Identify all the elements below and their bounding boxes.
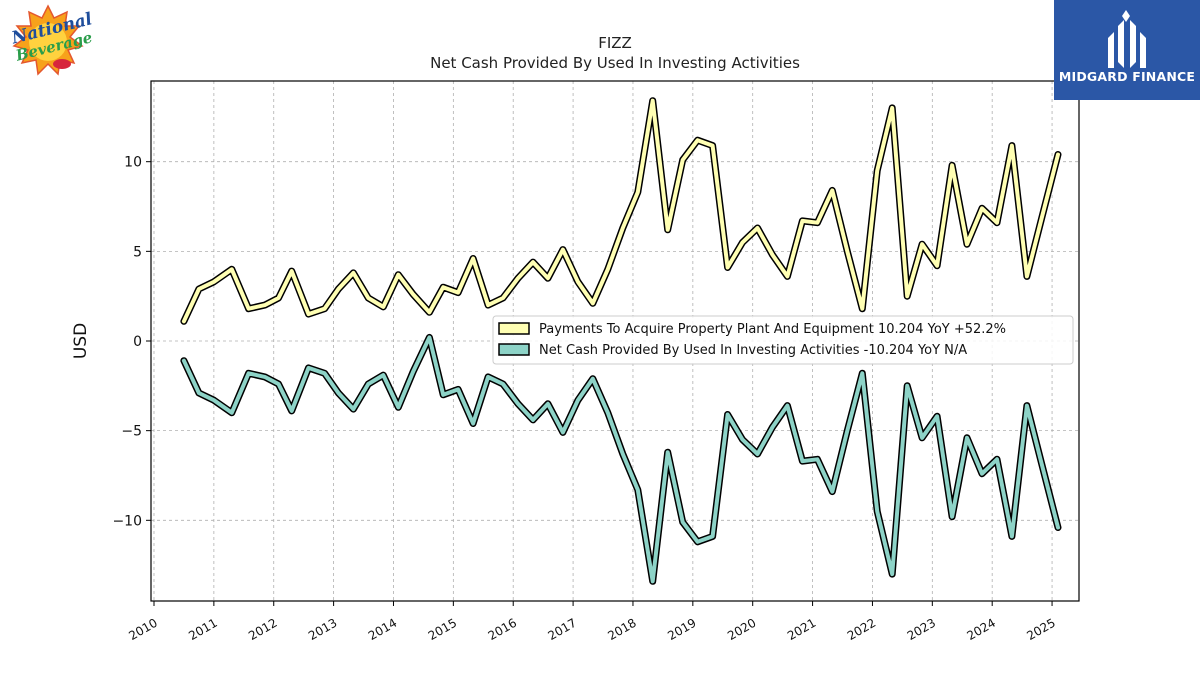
x-tick-label: 2018 — [605, 616, 638, 643]
legend-swatch-1 — [498, 343, 530, 356]
chart-title: FIZZ — [598, 34, 632, 52]
y-axis-label: USD — [71, 323, 91, 359]
x-tick-label: 2014 — [366, 616, 399, 643]
legend-swatch-0 — [498, 322, 530, 335]
x-tick-label: 2019 — [665, 616, 698, 643]
x-tick-label: 2023 — [905, 616, 938, 643]
x-tick-label: 2011 — [186, 616, 219, 643]
x-tick-label: 2021 — [785, 616, 818, 643]
x-tick-label: 2010 — [126, 616, 159, 643]
x-tick-label: 2017 — [545, 616, 578, 643]
axis-layer: 2010 2011 2012 2013 2014 2015 2016 2017 2018 2019… — [112, 155, 1057, 643]
x-tick-label: 2024 — [965, 616, 998, 643]
series-outline-0 — [180, 97, 1062, 325]
midgard-finance-logo: MIDGARD FINANCE — [1054, 0, 1200, 100]
legend-label-0: Payments To Acquire Property Plant And E… — [539, 322, 1006, 337]
x-tick-label: 2013 — [306, 616, 339, 643]
y-tick-label: 0 — [133, 334, 142, 350]
series-layer — [180, 97, 1062, 585]
y-tick-label: 5 — [133, 244, 142, 260]
chart-subtitle: Net Cash Provided By Used In Investing A… — [430, 54, 800, 72]
midgard-finance-wordmark: MIDGARD FINANCE — [1058, 69, 1196, 84]
x-tick-label: 2020 — [725, 616, 758, 643]
y-tick-label: −10 — [112, 513, 142, 529]
x-tick-label: 2012 — [246, 616, 279, 643]
legend-label-1: Net Cash Provided By Used In Investing A… — [539, 343, 967, 358]
x-tick-label: 2022 — [845, 616, 878, 643]
x-tick-label: 2015 — [426, 616, 459, 643]
series-line-1 — [181, 335, 1060, 584]
y-tick-label: −5 — [121, 424, 142, 440]
midgard-emblem-icon — [1108, 10, 1146, 68]
y-tick-label: 10 — [124, 155, 142, 171]
x-tick-label: 2016 — [486, 616, 519, 643]
series-line-0 — [181, 98, 1060, 324]
x-tick-label: 2025 — [1024, 616, 1057, 643]
national-beverage-logo: National Beverage — [4, 4, 95, 78]
legend: Payments To Acquire Property Plant And E… — [492, 315, 1074, 365]
series-outline-1 — [180, 333, 1062, 585]
legend-box — [492, 315, 1074, 365]
